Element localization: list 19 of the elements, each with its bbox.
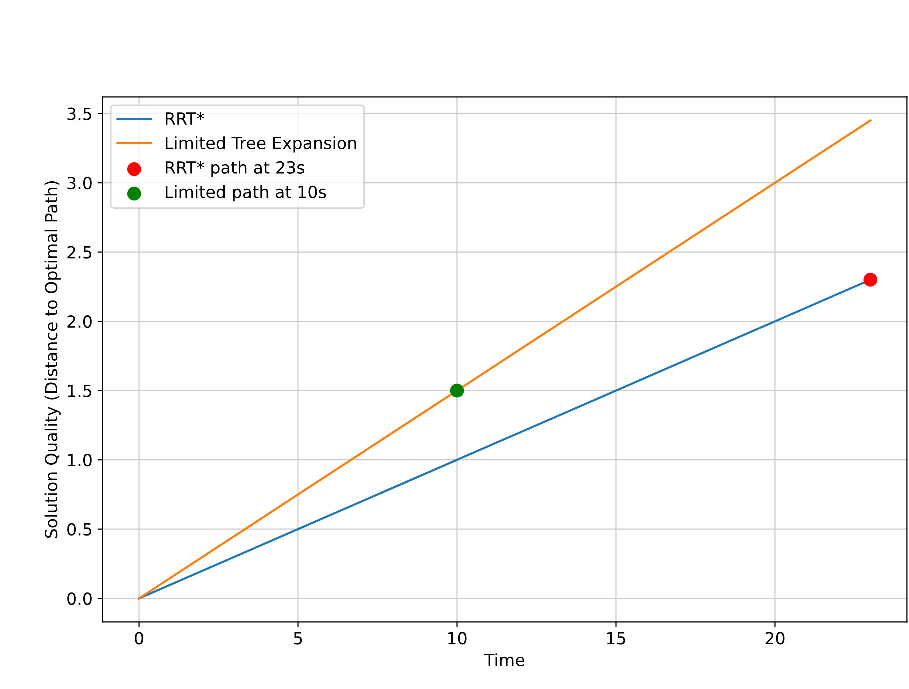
y-tick-label: 1.0: [68, 454, 92, 467]
y-tick-label: 3.5: [68, 108, 92, 120]
legend-label: Limited Tree Expansion: [166, 136, 356, 153]
y-axis-title: Solution Quality (Distance to Optimal Path): [44, 182, 61, 538]
y-tick-label: 0.0: [68, 592, 92, 606]
y-tick-label: 1.5: [68, 385, 92, 398]
x-tick-label: 0: [135, 632, 144, 645]
y-tick-label: 2.5: [68, 246, 92, 259]
x-axis-title: Time: [484, 654, 524, 666]
x-tick-label: 5: [294, 632, 302, 645]
legend-label: RRT* path at 23s: [166, 161, 304, 178]
legend-label: RRT*: [166, 112, 204, 125]
y-tick-label: 3.0: [68, 177, 92, 190]
x-tick-label: 20: [766, 632, 785, 645]
y-tick-label: 0.5: [68, 523, 92, 536]
y-tick-label: 2.0: [68, 316, 92, 328]
legend-label: Limited path at 10s: [166, 186, 326, 202]
x-tick-label: 15: [607, 632, 626, 645]
x-tick-label: 10: [448, 632, 467, 645]
